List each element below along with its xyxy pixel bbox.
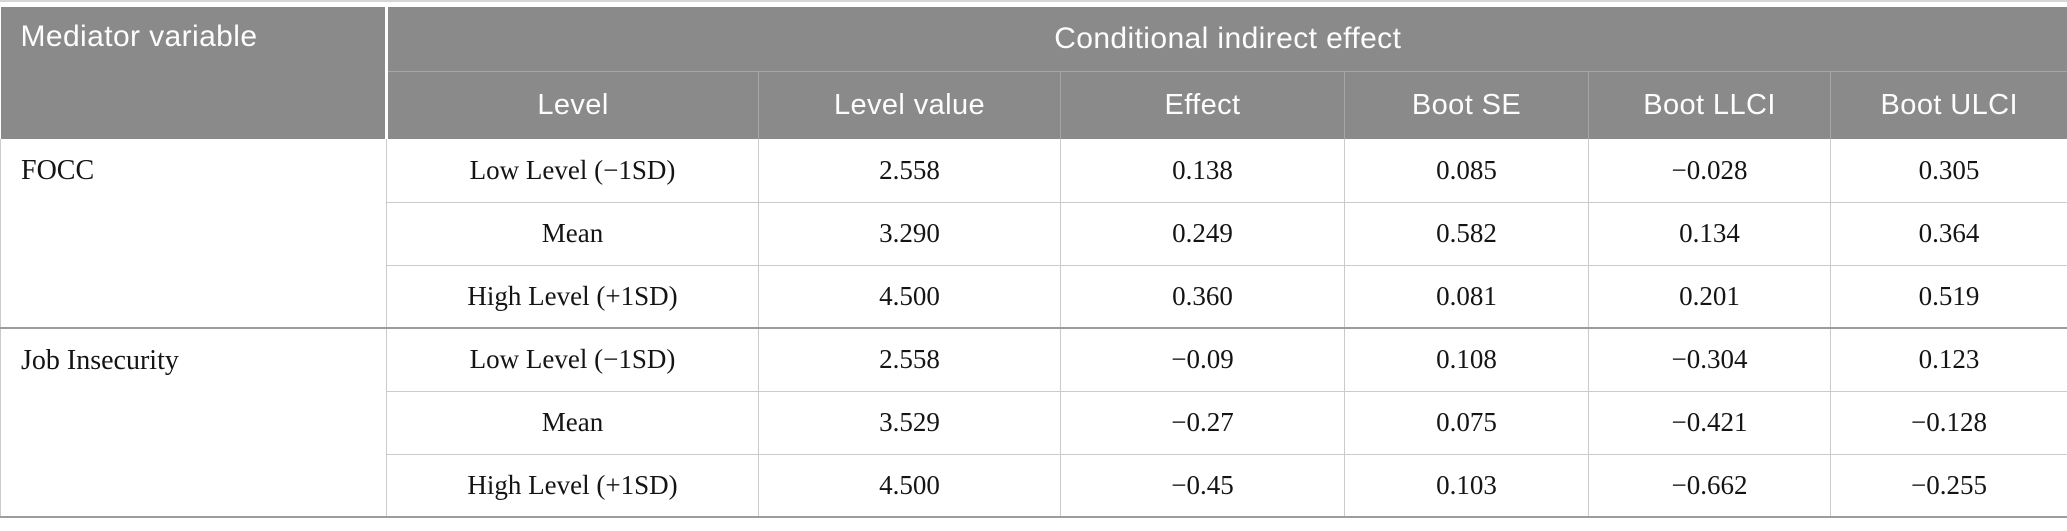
table-row: FOCC Low Level (−1SD) 2.558 0.138 0.085 … <box>0 139 2067 329</box>
cell-boot-ulci: −0.128 <box>1830 391 2067 455</box>
header-level: Level <box>386 71 759 139</box>
cell-boot-se: 0.085 <box>1344 139 1589 203</box>
cell-level: Mean <box>386 391 759 455</box>
table-top-rule <box>0 0 2067 2</box>
conditional-indirect-effect-table: Mediator variable Conditional indirect e… <box>0 7 2067 518</box>
cell-level: Low Level (−1SD) <box>386 328 759 392</box>
table-header: Mediator variable Conditional indirect e… <box>0 7 2067 139</box>
cell-effect: 0.138 <box>1060 139 1345 203</box>
cell-boot-llci: 0.201 <box>1588 265 1831 329</box>
cell-boot-llci: −0.421 <box>1588 391 1831 455</box>
cell-level: Mean <box>386 202 759 266</box>
cell-boot-ulci: −0.255 <box>1830 454 2067 518</box>
cell-boot-ulci: 0.305 <box>1830 139 2067 203</box>
cell-effect: 0.360 <box>1060 265 1345 329</box>
cell-boot-se: 0.075 <box>1344 391 1589 455</box>
cell-effect: −0.27 <box>1060 391 1345 455</box>
cell-level: High Level (+1SD) <box>386 454 759 518</box>
header-level-value: Level value <box>758 71 1061 139</box>
cell-level-value: 4.500 <box>758 265 1061 329</box>
cell-boot-llci: −0.028 <box>1588 139 1831 203</box>
cell-boot-llci: −0.304 <box>1588 328 1831 392</box>
header-mediator-variable: Mediator variable <box>0 7 388 139</box>
table-row: High Level (+1SD) 4.500 −0.45 0.103 −0.6… <box>1 454 2067 518</box>
table-body: FOCC Low Level (−1SD) 2.558 0.138 0.085 … <box>0 139 2067 518</box>
cell-level-value: 3.290 <box>758 202 1061 266</box>
cell-boot-ulci: 0.519 <box>1830 265 2067 329</box>
table-row: Mean 3.290 0.249 0.582 0.134 0.364 <box>1 202 2067 266</box>
header-boot-ulci: Boot ULCI <box>1830 71 2067 139</box>
cell-boot-llci: 0.134 <box>1588 202 1831 266</box>
cell-level-value: 4.500 <box>758 454 1061 518</box>
cell-effect: −0.45 <box>1060 454 1345 518</box>
cell-boot-se: 0.582 <box>1344 202 1589 266</box>
header-effect: Effect <box>1060 71 1345 139</box>
cell-boot-se: 0.108 <box>1344 328 1589 392</box>
header-row-spanner: Mediator variable Conditional indirect e… <box>0 7 2067 139</box>
cell-level: High Level (+1SD) <box>386 265 759 329</box>
table-row: Mean 3.529 −0.27 0.075 −0.421 −0.128 <box>1 391 2067 455</box>
cell-level: Low Level (−1SD) <box>386 139 759 203</box>
cell-mediator-job-insecurity: Job Insecurity <box>0 328 387 518</box>
cell-level-value: 2.558 <box>758 139 1061 203</box>
table-row: Job Insecurity Low Level (−1SD) 2.558 −0… <box>0 328 2067 518</box>
cell-effect: 0.249 <box>1060 202 1345 266</box>
cell-level-value: 2.558 <box>758 328 1061 392</box>
header-boot-llci: Boot LLCI <box>1588 71 1831 139</box>
table-row: High Level (+1SD) 4.500 0.360 0.081 0.20… <box>1 265 2067 329</box>
cell-boot-llci: −0.662 <box>1588 454 1831 518</box>
cell-mediator-focc: FOCC <box>0 139 387 329</box>
header-boot-se: Boot SE <box>1344 71 1589 139</box>
cell-level-value: 3.529 <box>758 391 1061 455</box>
cell-boot-ulci: 0.364 <box>1830 202 2067 266</box>
header-group-title: Conditional indirect effect <box>386 7 2067 72</box>
cell-boot-se: 0.103 <box>1344 454 1589 518</box>
header-row-columns: Level Level value Effect Boot SE Boot LL… <box>1 71 2067 139</box>
cell-effect: −0.09 <box>1060 328 1345 392</box>
cell-boot-se: 0.081 <box>1344 265 1589 329</box>
cell-boot-ulci: 0.123 <box>1830 328 2067 392</box>
